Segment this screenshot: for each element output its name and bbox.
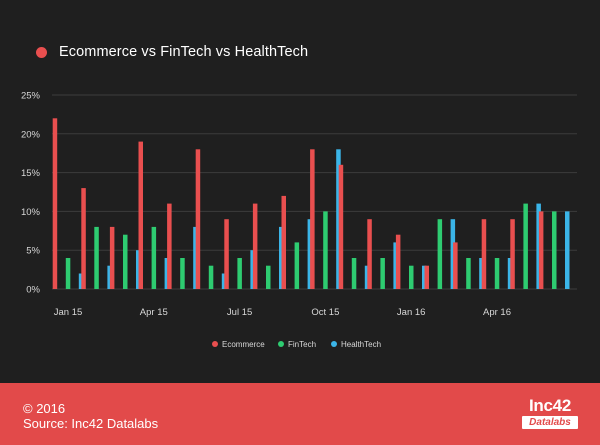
bar-healthtech [78, 273, 84, 289]
bar-healthtech [393, 242, 398, 289]
x-tick-label: Jan 16 [397, 307, 426, 318]
bar-ecommerce [481, 219, 487, 289]
bar-chart: 0% 5% 10% 15% 20% 25% Jan 15 Apr 15 Jul 15 Oct 15… [21, 91, 577, 349]
bar-fintech [180, 258, 185, 289]
title-dot-icon [36, 46, 47, 58]
x-tick-label: Jan 15 [54, 307, 83, 318]
bar-healthtech [136, 250, 141, 289]
y-tick-label: 5% [26, 246, 40, 257]
logo-subtitle: Datalabs [522, 416, 578, 429]
bar-fintech [380, 258, 385, 289]
legend-label: Ecommerce [222, 340, 265, 349]
x-tick-label: Apr 15 [140, 307, 168, 318]
bar-healthtech [336, 149, 341, 289]
bar-fintech [237, 258, 242, 289]
bar-healthtech [107, 265, 112, 289]
inc42-logo: Inc42 Datalabs [522, 397, 578, 429]
y-tick-label: 20% [21, 129, 41, 140]
bar-ecommerce [252, 203, 258, 289]
x-tick-label: Oct 15 [311, 307, 339, 318]
bar-ecommerce [138, 141, 143, 289]
chart-title-row: Ecommerce vs FinTech vs HealthTech [36, 44, 308, 60]
bar-fintech [494, 258, 500, 289]
bar-fintech [466, 258, 471, 289]
logo-wordmark: Inc42 [529, 396, 571, 415]
legend-swatch [278, 341, 284, 347]
bar-fintech [351, 258, 357, 289]
legend-swatch [331, 341, 337, 347]
bar-healthtech [221, 273, 227, 289]
bar-ecommerce [109, 226, 115, 289]
bar-fintech [208, 265, 214, 289]
y-tick-label: 25% [21, 91, 41, 102]
bar-ecommerce [281, 195, 286, 289]
bar-fintech [94, 226, 99, 289]
bar-fintech [65, 258, 71, 289]
legend-label: HealthTech [341, 340, 381, 349]
bar-healthtech [536, 203, 541, 289]
bar-ecommerce [367, 219, 372, 289]
bar-healthtech [164, 258, 170, 289]
bar-healthtech [250, 250, 255, 289]
bar-ecommerce [453, 242, 458, 289]
legend-swatch [212, 341, 218, 347]
bar-ecommerce [424, 265, 429, 289]
chart-title: Ecommerce vs FinTech vs HealthTech [59, 44, 309, 60]
bar-ecommerce [395, 234, 401, 289]
bar-healthtech [422, 265, 427, 289]
bar-fintech [523, 203, 528, 289]
bar-fintech [266, 265, 271, 289]
bar-ecommerce [52, 118, 58, 289]
bar-ecommerce [538, 211, 544, 289]
source-text: Source: Inc42 Datalabs [23, 416, 159, 431]
x-tick-label: Jul 15 [227, 307, 252, 318]
bar-healthtech [364, 265, 370, 289]
legend-label: FinTech [288, 340, 316, 349]
bar-fintech [123, 234, 128, 289]
bar-ecommerce [224, 219, 229, 289]
chart-area: Ecommerce vs FinTech vs HealthTech 0% 5% 1… [20, 44, 577, 349]
bar-healthtech [193, 226, 198, 289]
bar-ecommerce [81, 188, 86, 289]
bar-healthtech [307, 219, 313, 289]
bar-ecommerce [195, 149, 201, 289]
bar-ecommerce [510, 219, 515, 289]
footer-credits: © 2016 Source: Inc42 Datalabs [23, 401, 158, 431]
bar-fintech [151, 226, 157, 289]
bar-ecommerce [310, 149, 315, 289]
bar-healthtech [479, 258, 484, 289]
bar-healthtech [507, 258, 513, 289]
y-tick-label: 0% [26, 285, 40, 296]
bar-fintech [552, 211, 557, 289]
bar-fintech [437, 219, 443, 289]
bar-fintech [409, 265, 414, 289]
bar-healthtech [565, 211, 570, 289]
y-tick-label: 10% [21, 207, 41, 218]
bar-fintech [294, 242, 300, 289]
footer-banner: © 2016 Source: Inc42 Datalabs Inc42 Data… [0, 383, 600, 445]
bar-ecommerce [167, 203, 172, 289]
bar-healthtech [450, 219, 456, 289]
x-tick-label: Apr 16 [483, 307, 511, 318]
y-tick-label: 15% [21, 168, 41, 179]
bar-fintech [323, 211, 328, 289]
copyright-text: © 2016 [23, 401, 66, 416]
bar-healthtech [279, 226, 284, 289]
bar-ecommerce [338, 164, 344, 289]
